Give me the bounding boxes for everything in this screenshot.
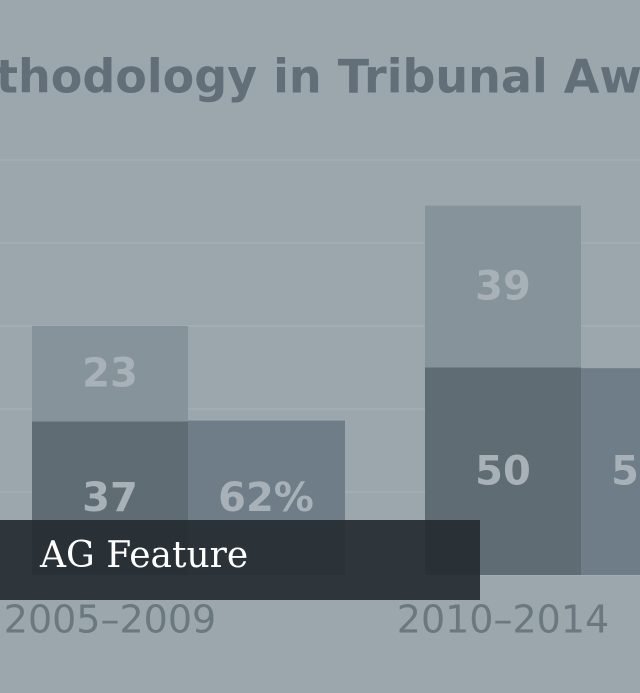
bar-segment [32,326,188,422]
value-label: 56% [611,449,640,495]
value-label: 23 [82,351,138,397]
banner-label: AG Feature [39,535,248,576]
chart-title: thodology in Tribunal Awards [0,50,640,104]
value-label: 37 [82,475,138,521]
percent-bar [581,368,640,575]
feature-banner: AG Feature [0,520,480,600]
value-label: 50 [475,448,531,494]
x-tick-label: 2005–2009 [4,598,216,642]
banner-box [0,520,480,600]
bar-segment [425,205,581,368]
value-label: 39 [475,264,531,310]
value-label: 62% [218,475,314,521]
x-tick-label: 2010–2014 [397,598,609,642]
